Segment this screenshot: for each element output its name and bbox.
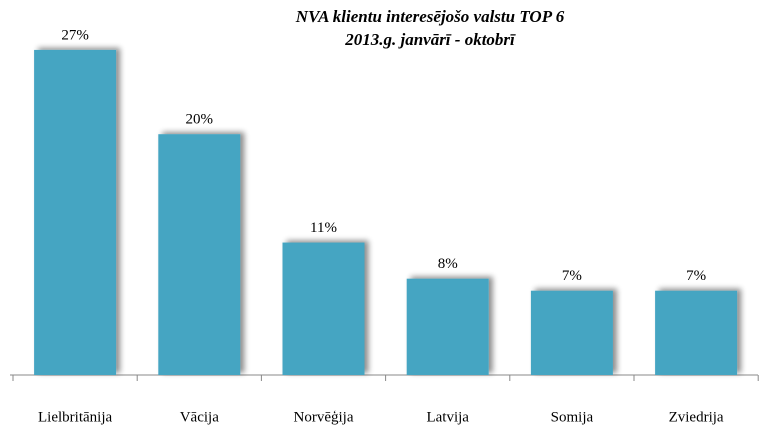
chart-subtitle: 2013.g. janvārī - oktobrī (344, 30, 516, 49)
x-tick-label: Latvija (426, 409, 469, 425)
bar (282, 242, 365, 375)
chart-title: NVA klientu interesējošo valstu TOP 6 (295, 7, 565, 26)
bar (655, 290, 738, 375)
bar (406, 278, 489, 375)
value-label: 7% (686, 268, 706, 284)
x-tick-label: Somija (551, 409, 594, 425)
value-label: 27% (61, 27, 89, 43)
x-tick-label: Zviedrija (669, 409, 724, 425)
value-label: 20% (186, 112, 214, 128)
value-label: 7% (562, 268, 582, 284)
bar (34, 49, 117, 376)
value-label: 8% (438, 256, 458, 272)
value-label: 11% (310, 220, 337, 236)
x-tick-label: Norvēģija (294, 409, 354, 425)
x-tick-label: Lielbritānija (38, 409, 112, 425)
x-tick-label: Vācija (180, 409, 219, 425)
bar (530, 290, 613, 375)
bar (158, 134, 241, 375)
